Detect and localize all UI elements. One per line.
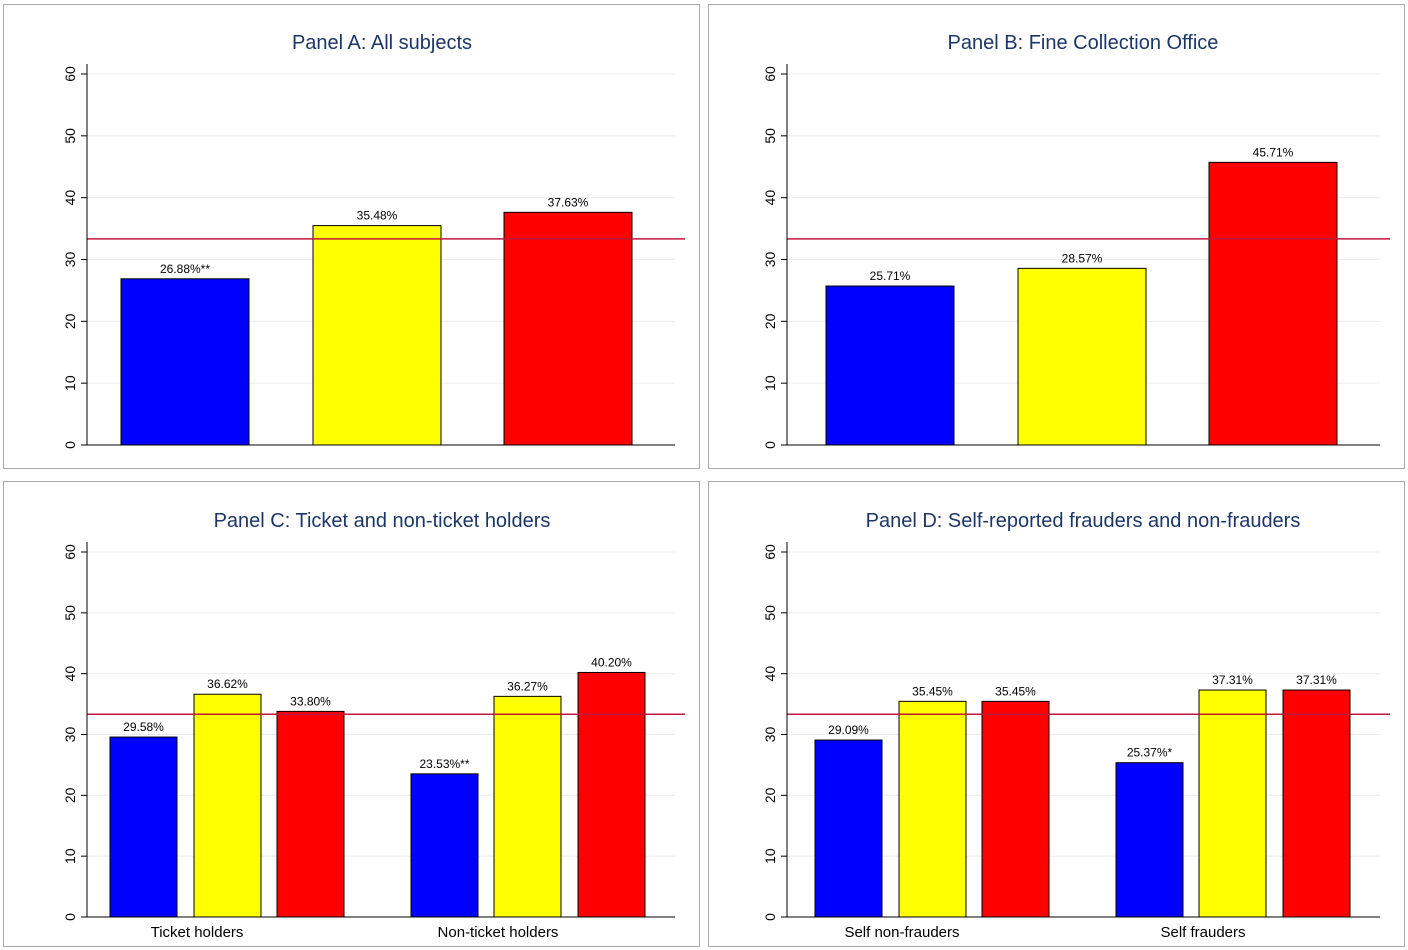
panel-b-ytick-label: 60 — [762, 66, 778, 82]
panel-c-plot: Panel C: Ticket and non-ticket holders 0… — [62, 510, 685, 941]
panel-c-chart: Panel C: Ticket and non-ticket holders 0… — [3, 481, 700, 947]
panel-c-bar — [276, 710, 345, 918]
panel-c-category-label: Non-ticket holders — [438, 924, 559, 941]
panel-b-value-label: 25.71% — [870, 269, 911, 283]
panel-d-bar — [814, 739, 883, 918]
panel-c-ytick-label: 30 — [62, 727, 78, 743]
panel-b-ytick-label: 10 — [762, 375, 778, 391]
panel-d-ytick-label: 20 — [762, 787, 778, 803]
panel-d-ytick-label: 40 — [762, 666, 778, 682]
panel-c-bar — [410, 773, 479, 918]
panel-c-value-label: 23.53%** — [419, 757, 469, 771]
panel-a-plot: Panel A: All subjects 0 10 20 30 40 50 60 26.88… — [62, 32, 685, 449]
panel-d-bar — [898, 700, 967, 918]
panel-b-ytick-label: 40 — [762, 190, 778, 206]
panel-a-title: Panel A: All subjects — [292, 32, 472, 54]
panel-b-ytick-label: 0 — [762, 441, 778, 449]
panel-c-ytick-label: 0 — [62, 913, 78, 921]
panel-a-ytick-label: 10 — [62, 375, 78, 391]
panel-b-value-label: 45.71% — [1253, 145, 1294, 159]
panel-c-bar — [493, 695, 562, 918]
panel-d-value-label: 35.45% — [995, 684, 1036, 698]
panel-b-bar — [1208, 161, 1338, 446]
panel-a-ytick-label: 0 — [62, 441, 78, 449]
panel-c-ytick-label: 10 — [62, 848, 78, 864]
panel-d-value-label: 25.37%* — [1127, 746, 1173, 760]
panel-d-bar — [1282, 689, 1351, 918]
panel-b-chart: Panel B: Fine Collection Office 0 10 20 30 4… — [708, 4, 1405, 469]
panel-d-ytick-label: 60 — [762, 544, 778, 560]
panel-d-value-label: 35.45% — [912, 684, 953, 698]
panel-d-ytick-label: 50 — [762, 605, 778, 621]
panel-c-value-label: 29.58% — [123, 720, 164, 734]
panel-c-value-label: 36.62% — [207, 677, 248, 691]
panel-a-bar — [312, 225, 442, 446]
panel-c-value-label: 36.27% — [507, 679, 548, 693]
panel-a-ytick-label: 30 — [62, 252, 78, 268]
panel-a-bar — [120, 278, 250, 446]
panel-c-bar — [193, 693, 262, 918]
panel-d-value-label: 37.31% — [1296, 673, 1337, 687]
panel-c-category-label: Ticket holders — [151, 924, 244, 941]
panel-c-value-label: 33.80% — [290, 694, 331, 708]
panel-b-plot: Panel B: Fine Collection Office 0 10 20 30 4… — [762, 32, 1390, 449]
panel-a-value-label: 37.63% — [548, 195, 589, 209]
panel-c-ytick-label: 20 — [62, 787, 78, 803]
panel-d-bar — [981, 700, 1050, 918]
panel-d-plot: Panel D: Self-reported frauders and non-… — [762, 510, 1390, 941]
panel-d-bar — [1198, 689, 1267, 918]
panel-b-ytick-label: 20 — [762, 313, 778, 329]
panel-c-ytick-label: 40 — [62, 666, 78, 682]
panel-b-bar — [825, 285, 955, 446]
panel-b-value-label: 28.57% — [1062, 251, 1103, 265]
panel-b-bar — [1017, 267, 1147, 446]
panel-d-ytick-label: 10 — [762, 848, 778, 864]
panel-a-bar — [503, 211, 633, 446]
panel-a-ytick-label: 40 — [62, 190, 78, 206]
panel-b-title: Panel B: Fine Collection Office — [948, 32, 1219, 54]
panel-c-bar — [577, 671, 646, 918]
panel-d-title: Panel D: Self-reported frauders and non-… — [866, 510, 1301, 532]
panel-a-value-label: 35.48% — [357, 209, 398, 223]
panel-c-ytick-label: 50 — [62, 605, 78, 621]
panel-a-ytick-label: 50 — [62, 128, 78, 144]
panel-d-value-label: 29.09% — [828, 723, 869, 737]
panel-d-category-label: Self frauders — [1160, 924, 1245, 941]
panel-c-ytick-label: 60 — [62, 544, 78, 560]
panel-d-bar — [1115, 762, 1184, 918]
panel-d-ytick-label: 30 — [762, 727, 778, 743]
panel-d-value-label: 37.31% — [1212, 673, 1253, 687]
panel-a-ytick-label: 60 — [62, 66, 78, 82]
panel-b-ytick-label: 50 — [762, 128, 778, 144]
panel-b-ytick-label: 30 — [762, 252, 778, 268]
panel-d-ytick-label: 0 — [762, 913, 778, 921]
panel-d-chart: Panel D: Self-reported frauders and non-… — [708, 481, 1405, 947]
panel-c-title: Panel C: Ticket and non-ticket holders — [214, 510, 551, 532]
panel-c-value-label: 40.20% — [591, 655, 632, 669]
panel-d-category-label: Self non-frauders — [844, 924, 959, 941]
panel-c-bar — [109, 736, 178, 918]
panel-a-chart: Panel A: All subjects 0 10 20 30 40 50 60 26.88… — [3, 4, 700, 469]
panel-a-ytick-label: 20 — [62, 313, 78, 329]
panel-a-value-label: 26.88%** — [160, 262, 210, 276]
